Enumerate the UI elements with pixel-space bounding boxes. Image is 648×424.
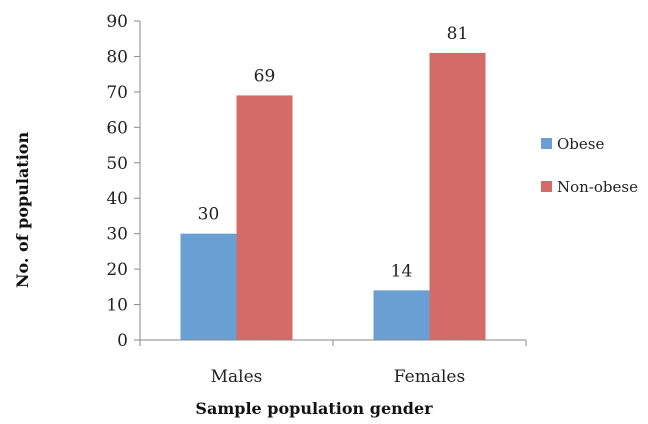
bar-obese-males [180, 233, 237, 340]
y-tick-label: 70 [106, 83, 128, 103]
legend-label-obese: Obese [557, 135, 604, 153]
bars [180, 52, 486, 341]
y-tick-label: 40 [106, 189, 128, 209]
y-tick-label: 60 [106, 118, 128, 138]
y-tick-label: 30 [106, 225, 128, 245]
bar-non-obese-males [236, 95, 293, 340]
y-axis-title: No. of population [13, 132, 32, 289]
y-tick-label: 20 [106, 260, 128, 280]
x-category-label: Males [211, 367, 263, 387]
legend: Obese Non-obese [541, 135, 638, 196]
y-tick-label: 50 [106, 154, 128, 174]
data-labels: 30 69 14 81 [198, 24, 469, 281]
y-tick-label: 0 [117, 331, 128, 351]
data-label: 14 [391, 261, 413, 281]
y-tick-label: 10 [106, 296, 128, 316]
data-label: 69 [254, 66, 276, 86]
x-category-label: Females [394, 367, 465, 387]
bar-non-obese-females [429, 52, 486, 341]
legend-label-non-obese: Non-obese [557, 178, 638, 196]
x-axis-title: Sample population gender [195, 399, 433, 418]
y-tick-label: 80 [106, 47, 128, 67]
x-axis: Males Females [139, 339, 527, 387]
legend-swatch-non-obese [541, 181, 552, 192]
data-label: 81 [447, 24, 469, 44]
data-label: 30 [198, 205, 220, 225]
y-tick-label: 90 [106, 12, 128, 32]
bar-obese-females [373, 290, 430, 340]
y-axis: 0 10 20 30 40 50 60 70 80 90 [106, 12, 141, 351]
legend-swatch-obese [541, 138, 552, 149]
